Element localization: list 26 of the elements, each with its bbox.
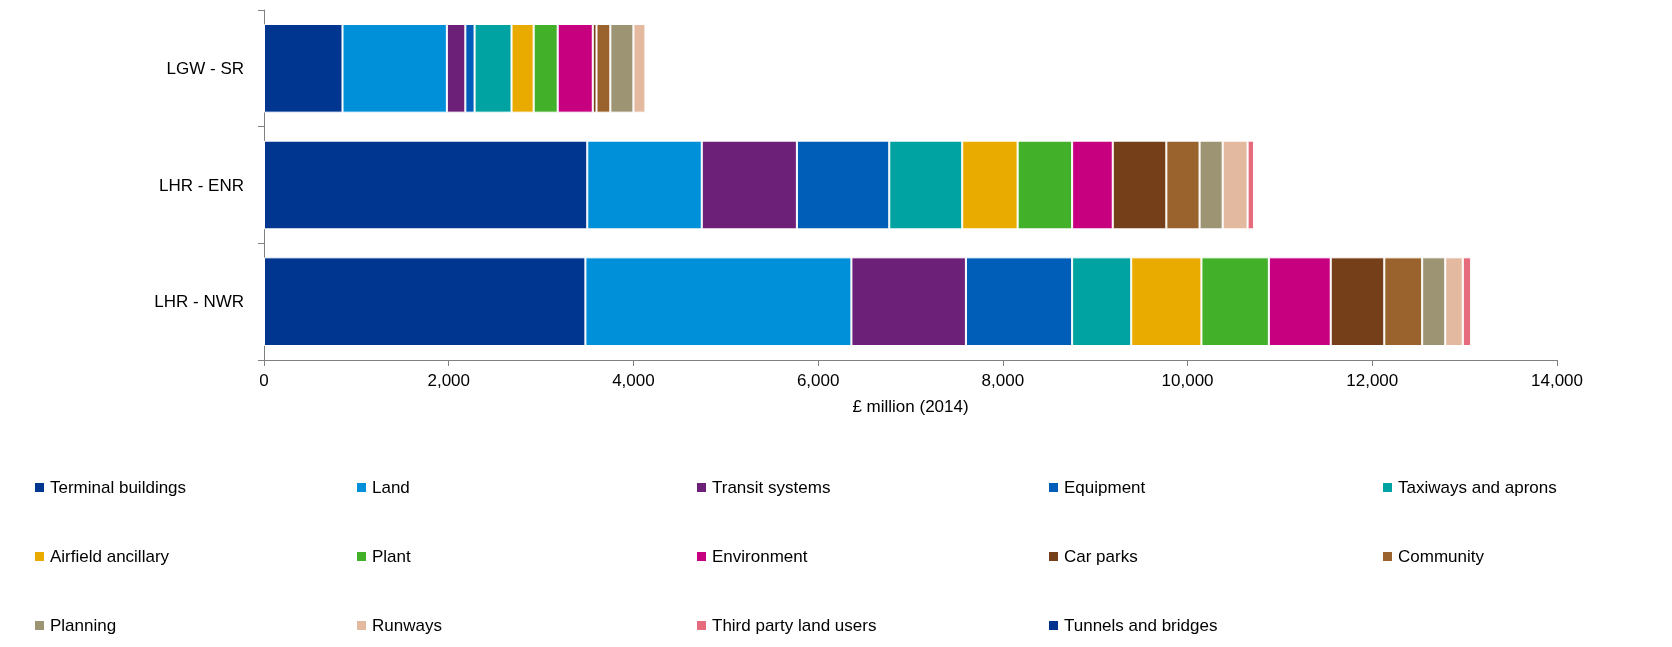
legend-label: Airfield ancillary: [50, 547, 170, 566]
legend-label: Runways: [372, 616, 442, 635]
legend-label: Third party land users: [712, 616, 877, 635]
legend-label: Taxiways and aprons: [1398, 478, 1557, 497]
legend-label: Community: [1398, 547, 1485, 566]
x-tick-label: 14,000: [1531, 371, 1583, 390]
legend-label: Car parks: [1064, 547, 1138, 566]
legend-label: Plant: [372, 547, 412, 566]
legend-label: Equipment: [1064, 478, 1146, 497]
x-tick-label: 0: [259, 371, 269, 390]
y-tick-label: LGW - SR: [166, 58, 244, 78]
x-tick-label: 8,000: [981, 371, 1025, 390]
x-tick-label: 4,000: [612, 371, 655, 390]
legend-label: Land: [372, 478, 410, 497]
y-tick-label: LHR - NWR: [154, 292, 244, 312]
x-tick-label: 12,000: [1346, 371, 1399, 390]
x-tick-label: 10,000: [1161, 371, 1214, 390]
x-axis-title: £ million (2014): [852, 397, 969, 416]
legend-label: Transit systems: [712, 478, 831, 497]
x-tick-label: 2,000: [427, 371, 470, 390]
x-tick-label: 6,000: [796, 371, 840, 390]
legend-label: Planning: [50, 616, 117, 635]
legend-label: Terminal buildings: [50, 478, 187, 497]
legend-label: Tunnels and bridges: [1064, 616, 1218, 635]
y-tick-label: LHR - ENR: [158, 175, 244, 195]
legend-label: Environment: [712, 547, 808, 566]
